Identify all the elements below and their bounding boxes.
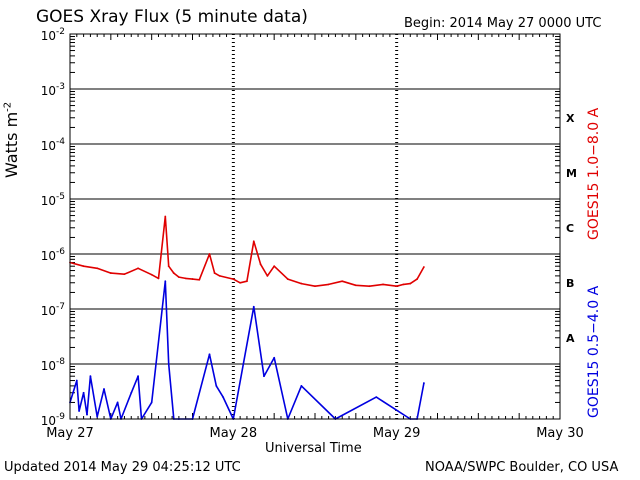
y-tick-label: 10-2 [41, 27, 65, 43]
flare-class-label: M [566, 167, 577, 180]
data-point [368, 285, 371, 288]
data-point [82, 265, 85, 268]
data-point [300, 384, 303, 387]
flare-class-label: B [566, 277, 574, 290]
data-point [137, 375, 139, 378]
y-tick-label: 10-4 [41, 137, 66, 153]
x-tick-label: May 29 [373, 426, 421, 441]
data-point [409, 282, 412, 285]
data-point [422, 382, 425, 384]
data-point [137, 267, 139, 270]
data-point [184, 277, 187, 280]
data-point [252, 240, 255, 243]
data-point [198, 278, 201, 281]
data-point [75, 379, 78, 382]
data-point [167, 265, 170, 268]
y-tick-label: 10-7 [41, 302, 65, 318]
x-axis-label: Universal Time [265, 441, 362, 456]
data-point [150, 401, 153, 404]
data-point [167, 363, 170, 365]
x-tick-label: May 27 [46, 426, 94, 441]
data-point [239, 281, 242, 284]
data-point [96, 415, 99, 418]
data-point [222, 396, 225, 399]
data-point [263, 375, 265, 378]
credit-label: NOAA/SWPC Boulder, CO USA [425, 460, 619, 475]
updated-timestamp: Updated 2014 May 29 04:25:12 UTC [4, 460, 241, 475]
y-tick-label: 10-3 [41, 82, 65, 98]
data-point [402, 283, 405, 286]
data-point [191, 278, 194, 280]
data-point [164, 215, 167, 218]
data-point [327, 283, 330, 286]
plot-frame [69, 33, 561, 420]
data-point [208, 253, 211, 255]
data-point [86, 413, 88, 416]
data-point [109, 272, 112, 274]
data-point [78, 410, 80, 412]
data-point [89, 375, 92, 378]
data-point [416, 278, 418, 280]
begin-time-label: Begin: 2014 May 27 0000 UTC [404, 16, 602, 31]
x-tick-label: May 28 [210, 426, 258, 441]
data-point [354, 284, 357, 287]
data-point [382, 283, 384, 286]
data-point [232, 278, 235, 280]
data-point [103, 388, 105, 390]
series-line [69, 215, 425, 288]
data-point [395, 285, 398, 288]
data-point [341, 280, 344, 283]
data-point [286, 278, 289, 280]
data-point [213, 272, 216, 274]
data-point [246, 280, 248, 283]
flare-class-label: C [566, 222, 574, 235]
data-point [273, 356, 276, 359]
chart-title: GOES Xray Flux (5 minute data) [36, 7, 308, 27]
legend-label: GOES15 1.0−8.0 A [586, 107, 602, 240]
data-point [177, 276, 180, 279]
data-point [164, 280, 167, 283]
data-point [116, 401, 119, 404]
data-point [266, 274, 269, 277]
data-point [150, 273, 153, 276]
y-tick-label: 10-6 [41, 247, 66, 263]
data-point [172, 272, 175, 274]
data-point [422, 266, 425, 268]
data-point [252, 305, 255, 308]
data-point [96, 267, 99, 270]
legend-label: GOES15 0.5−4.0 A [586, 285, 602, 418]
data-point [208, 353, 211, 356]
data-point [218, 274, 221, 277]
data-point [259, 263, 262, 266]
data-point [273, 265, 276, 268]
data-point [130, 391, 133, 394]
y-tick-label: 10-8 [41, 357, 66, 373]
data-point [314, 285, 316, 288]
data-point [300, 282, 303, 285]
data-point [123, 273, 126, 276]
data-point [375, 396, 378, 399]
data-point [215, 384, 218, 387]
data-point [157, 277, 160, 280]
flare-class-label: A [566, 332, 575, 345]
x-tick-label: May 30 [536, 426, 584, 441]
flare-class-label: X [566, 112, 575, 125]
series-line [69, 280, 425, 420]
y-tick-label: 10-5 [41, 192, 65, 208]
data-point [82, 391, 85, 394]
